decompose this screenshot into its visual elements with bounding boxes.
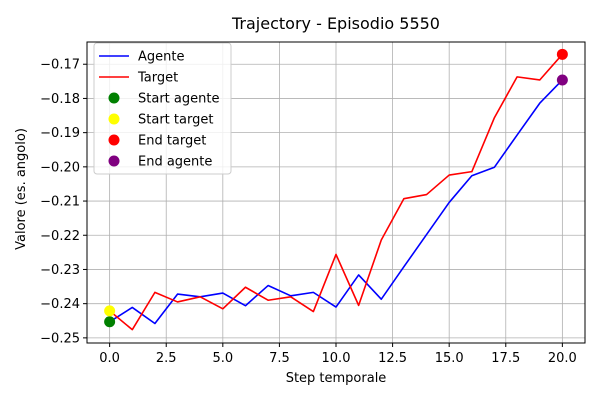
x-tick-label: 17.5	[491, 351, 520, 366]
endpoint-markers	[104, 48, 568, 328]
y-tick-label: −0.20	[40, 160, 80, 175]
legend-swatch-dot	[108, 92, 120, 104]
legend-label: End target	[138, 134, 206, 149]
y-tick-label: −0.18	[40, 92, 80, 107]
x-tick-label: 5.0	[212, 351, 233, 366]
y-tick-label: −0.23	[40, 263, 80, 278]
x-tick-label: 2.5	[156, 351, 177, 366]
legend-box	[93, 42, 232, 175]
x-tick-label: 20.0	[548, 351, 577, 366]
legend-label: Start target	[138, 113, 213, 128]
legend: Agente Target Start agente Start target End …	[93, 42, 232, 175]
marker-start-target	[104, 305, 116, 317]
y-tick-label: −0.19	[40, 126, 80, 141]
series-line-target	[109, 53, 563, 331]
series-lines	[109, 53, 563, 331]
legend-swatch-dot	[108, 134, 120, 146]
x-tick-label: 0.0	[99, 351, 120, 366]
x-tick-label: 7.5	[269, 351, 290, 366]
x-tick-label: 15.0	[435, 351, 464, 366]
y-tick-label: −0.21	[40, 195, 80, 210]
legend-label: Start agente	[138, 92, 219, 107]
y-tick-label: −0.22	[40, 229, 80, 244]
chart-title: Trajectory - Episodio 5550	[231, 14, 440, 33]
x-tick-label: 10.0	[322, 351, 351, 366]
y-tick-label: −0.25	[40, 331, 80, 346]
legend-label: End agente	[138, 155, 212, 170]
y-tick-label: −0.17	[40, 58, 80, 73]
marker-start-agente	[104, 316, 116, 328]
x-axis-label: Step temporale	[286, 371, 387, 386]
x-tick-label: 12.5	[378, 351, 407, 366]
y-tick-label: −0.24	[40, 297, 80, 312]
x-axis-ticks: 0.0 2.5 5.0 7.5 10.0 12.5 15.0 17.5 20.0	[99, 343, 577, 366]
marker-end-agente	[556, 74, 568, 86]
legend-label: Target	[137, 71, 178, 86]
legend-label: Agente	[138, 50, 184, 65]
y-axis-label: Valore (es. angolo)	[14, 128, 29, 250]
series-line-agente	[109, 79, 563, 325]
marker-end-target	[556, 48, 568, 60]
legend-swatch-dot	[108, 155, 120, 167]
legend-swatch-dot	[108, 113, 120, 125]
y-axis-ticks: −0.25 −0.24 −0.23 −0.22 −0.21 −0.20 −0.19 −0.18…	[40, 58, 87, 346]
